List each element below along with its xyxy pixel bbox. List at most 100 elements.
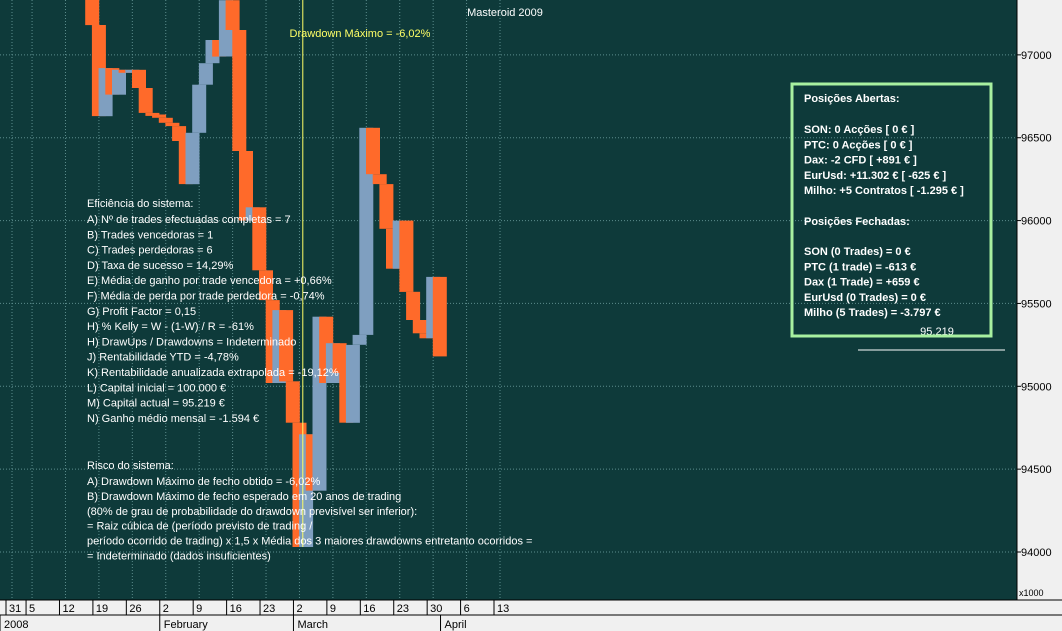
price-bar [165,122,180,127]
stats-line: H) DrawUps / Drawdowns = Indeterminado [87,336,296,348]
x-tick-label: 2 [296,603,302,615]
risk-line: A) Drawdown Máximo de fecho obtido = -6,… [87,476,320,488]
closed-position-line: EurUsd (0 Trades) = 0 € [804,292,926,304]
price-bar [432,276,447,357]
drawdown-label: Drawdown Máximo = -6,02% [290,28,431,40]
price-bar [232,30,247,151]
price-bar [259,270,273,301]
price-bar [85,0,100,26]
price-bar [345,344,360,423]
y-tick-label: 94000 [1021,547,1052,559]
drawdown-line [302,0,304,548]
open-position-line: PTC: 0 Acções [ 0 € ] [804,139,913,151]
stats-line: L) Capital inicial = 100.000 € [87,382,226,394]
y-tick-label: 94500 [1021,464,1052,476]
open-position-line: Milho: +5 Contratos [ -1.295 € ] [804,185,964,197]
risk-title: Risco do sistema: [87,460,174,472]
x-month-label: March [297,619,328,631]
price-bar [359,127,374,335]
x-tick-label: 23 [263,603,275,615]
closed-positions-title: Posições Fechadas: [804,216,910,228]
stats-line: J) Rentabilidade YTD = -4,78% [87,352,239,364]
x-month-label: 2008 [4,619,28,631]
y-axis: 9400094500950009550096000965009700097500… [1016,0,1062,631]
stats-line: K) Rentabilidade anualizada extrapolada … [87,367,339,379]
risk-line: período ocorrido de trading) x 1,5 x Méd… [87,536,532,548]
closed-position-line: Milho (5 Trades) = -3.797 € [804,307,941,319]
open-position-line: EurUsd: +11.302 € [ -625 € ] [804,170,946,182]
open-positions-title: Posições Abertas: [804,93,900,105]
stats-line: C) Trades perdedoras = 6 [87,245,213,257]
price-bar [192,84,207,133]
price-bar [279,310,294,382]
y-tick-label: 96000 [1021,216,1052,228]
price-bar [158,117,173,123]
stats-line: B) Trades vencedoras = 1 [87,229,213,241]
x-tick-label: 12 [62,603,74,615]
x-tick-label: 9 [330,603,336,615]
chart-title: Masteroid 2009 [467,7,543,19]
price-bar [172,126,187,141]
x-tick-label: 6 [464,603,470,615]
price-bar [412,320,427,334]
closed-position-line: PTC (1 trade) = -613 € [804,261,916,273]
system-efficiency-text: Eficiência do sistema: A) Nº de trades e… [87,198,339,425]
price-bar [366,127,380,175]
plot-background [0,0,1017,600]
price-bar [352,334,367,345]
price-bar [379,184,394,229]
open-position-line: SON: 0 Acções [ 0 € ] [804,124,915,136]
price-bar [152,114,167,118]
y-tick-label: 96500 [1021,133,1052,145]
x-tick-label: 19 [96,603,108,615]
x-tick-label: 9 [196,603,202,615]
price-bar [145,112,160,116]
x-tick-label: 2 [163,603,169,615]
price-bar [138,88,153,113]
y-tick-label: 95000 [1021,381,1052,393]
price-bar [185,132,200,185]
price-bar [252,207,267,271]
x-tick-label: 31 [9,603,21,615]
positions-box-border [790,82,993,338]
y-tick-label: 95500 [1021,298,1052,310]
stats-line: E) Média de ganho por trade vencedora = … [87,275,332,287]
price-bar [332,343,347,373]
x-month-label: February [164,619,209,631]
price-bar [406,291,421,320]
x-tick-label: 30 [430,603,442,615]
price-bar [239,151,253,221]
closed-position-line: Dax (1 Trade) = +659 € [804,277,920,289]
stats-line: G) Profit Factor = 0,15 [87,306,196,318]
price-bar [132,69,146,88]
system-risk-text: Risco do sistema: A) Drawdown Máximo de … [87,460,532,563]
price-bar [198,63,213,85]
y-unit-label: x1000 [1019,588,1044,598]
stats-line: M) Capital actual = 95.219 € [87,398,225,410]
stats-line: A) Nº de trades efectuadas completas = 7 [87,214,291,226]
price-bar [399,220,414,292]
x-tick-label: 5 [29,603,35,615]
y-axis-background [1017,0,1062,631]
risk-line: = Raiz cúbica de (período previsto de tr… [87,521,313,533]
stats-line: F) Média de perda por trade perdedora = … [87,291,325,303]
x-tick-label: 26 [129,603,141,615]
price-bar [285,381,300,423]
open-position-line: Dax: -2 CFD [ +891 € ] [804,155,917,167]
stats-line: N) Ganho médio mensal = -1.594 € [87,413,259,425]
price-bar [372,174,387,185]
y-tick-label: 97000 [1021,50,1052,62]
risk-line: B) Drawdown Máximo de fecho esperado em … [87,491,401,503]
positions-box: Posições Abertas: SON: 0 Acções [ 0 € ] P… [790,82,993,338]
closed-position-line: SON (0 Trades) = 0 € [804,246,911,258]
x-tick-label: 16 [363,603,375,615]
stats-title: Eficiência do sistema: [87,198,193,210]
risk-line: (80% de grau de probabilidade do drawdow… [87,506,417,518]
stats-line: D) Taxa de sucesso = 14,29% [87,260,233,272]
risk-line: = Indeterminado (dados insuficientes) [87,551,271,563]
x-month-label: April [445,619,467,631]
x-tick-label: 23 [397,603,409,615]
price-bar [225,0,240,30]
x-tick-label: 16 [230,603,242,615]
